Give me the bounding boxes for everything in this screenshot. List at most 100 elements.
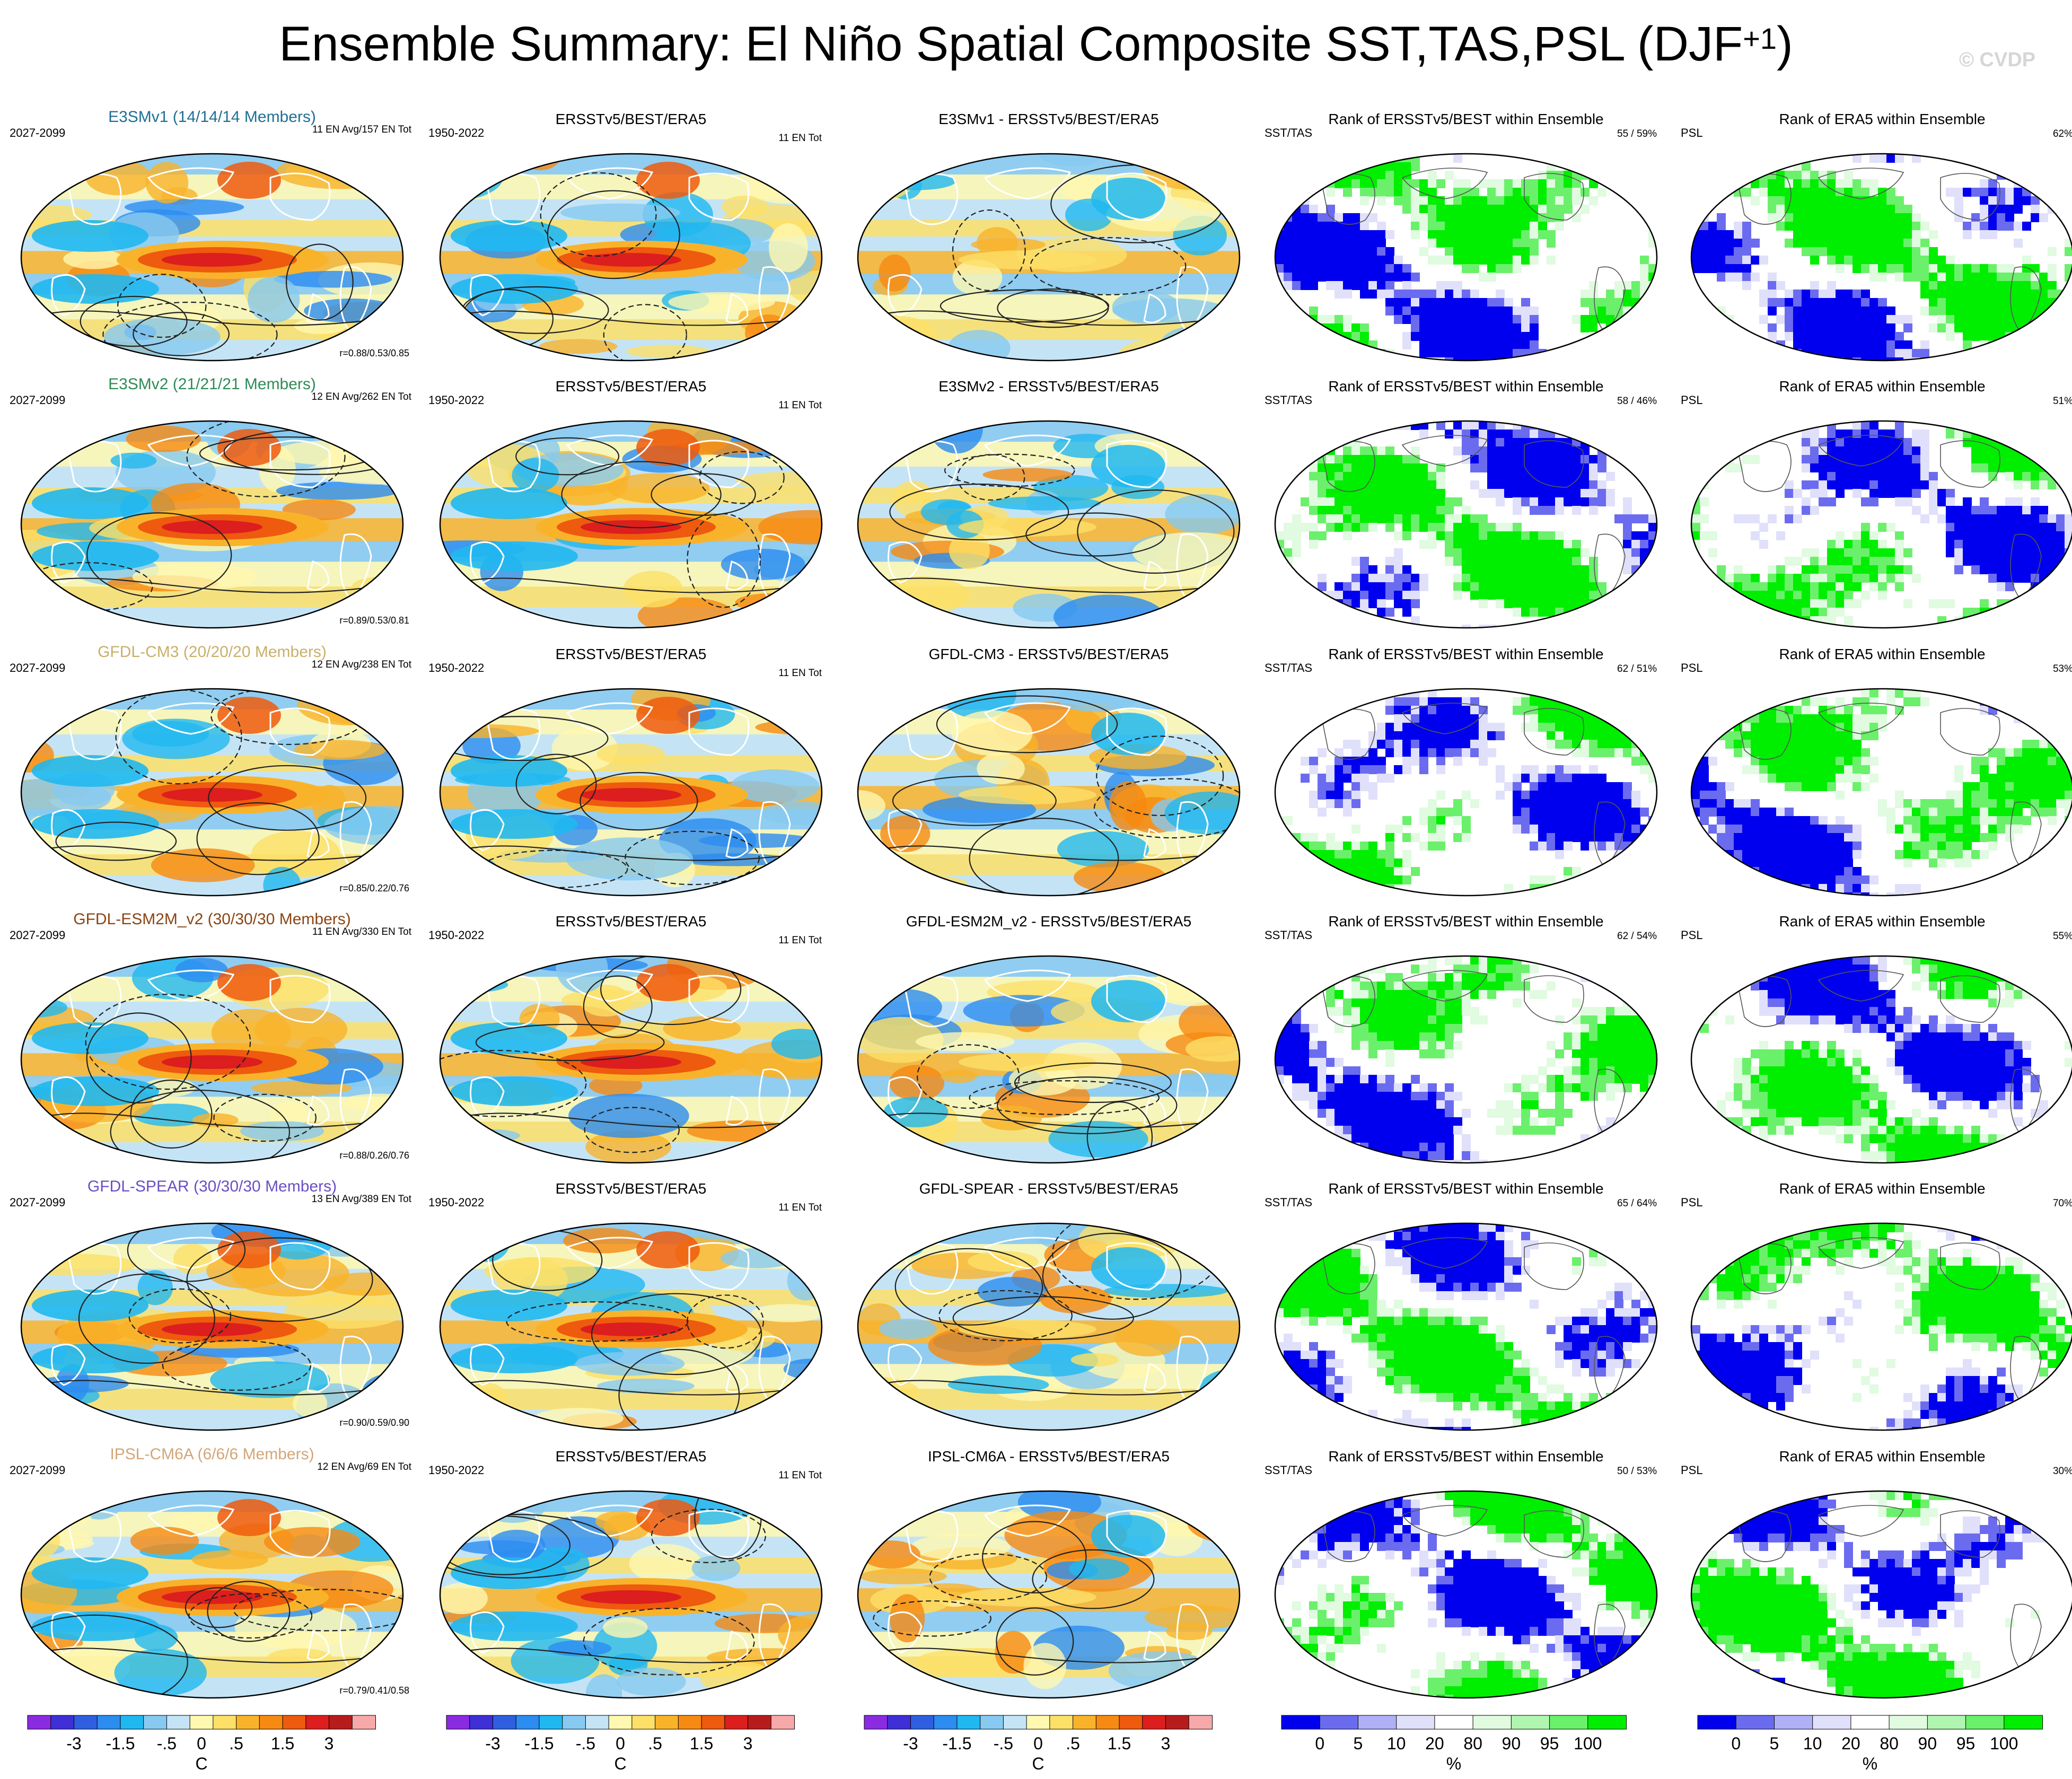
rank-sst-title: Rank of ERSSTv5/BEST within Ensemble [1328,378,1603,395]
colorbar-tick-label: -3 [66,1734,81,1753]
model-period: 2027-2099 [10,1463,65,1477]
colorbar-swatch [1511,1715,1550,1730]
obs-title: ERSSTv5/BEST/ERA5 [556,378,707,395]
model-map-panel: IPSL-CM6A (6/6/6 Members) 2027-2099 12 EN … [10,1445,412,1699]
rank-psl-title: Rank of ERA5 within Ensemble [1779,646,1985,662]
difference-map-panel: GFDL-ESM2M_v2 - ERSSTv5/BEST/ERA5 [857,913,1241,1164]
colorbar-swatch [305,1715,330,1730]
rank-psl-map-panel: Rank of ERA5 within Ensemble PSL 30% [1681,1448,2072,1699]
ensemble-row: GFDL-ESM2M_v2 (30/30/30 Members) 2027-209… [10,910,2072,1164]
ensemble-row: IPSL-CM6A (6/6/6 Members) 2027-2099 12 EN … [10,1445,2072,1699]
pattern-correlation: r=0.89/0.53/0.81 [339,615,409,626]
colorbar-unit: C [614,1754,626,1773]
rank-sst-label: SST/TAS [1265,1463,1312,1477]
model-period: 2027-2099 [10,661,65,674]
colorbar-tick-label: 5 [1770,1734,1779,1753]
difference-title: GFDL-CM3 - ERSSTv5/BEST/ERA5 [929,646,1169,662]
obs-period: 1950-2022 [428,1463,484,1477]
rank-psl-title: Rank of ERA5 within Ensemble [1779,1180,1985,1197]
colorbar-swatch [1188,1715,1213,1730]
colorbar-tick-label: 5 [1354,1734,1363,1753]
difference-map-panel: GFDL-SPEAR - ERSSTv5/BEST/ERA5 [857,1180,1241,1431]
obs-period: 1950-2022 [428,928,484,942]
colorbar-swatch [655,1715,679,1730]
rank-sst-map-panel: Rank of ERSSTv5/BEST within Ensemble SST/… [1265,1448,1658,1699]
colorbar-tick-label: 1.5 [1108,1734,1131,1753]
colorbar-tick-label: 1.5 [690,1734,713,1753]
colorbar-swatch [1095,1715,1120,1730]
model-map-panel: GFDL-CM3 (20/20/20 Members) 2027-2099 12 E… [10,643,412,897]
rank-sst-percent: 58 / 46% [1617,396,1657,407]
difference-map-panel: E3SMv1 - ERSSTv5/BEST/ERA5 [857,111,1241,362]
colorbar-swatch [933,1715,958,1730]
model-period: 2027-2099 [10,1196,65,1209]
difference-map-panel: E3SMv2 - ERSSTv5/BEST/ERA5 [857,378,1241,629]
rank-psl-title: Rank of ERA5 within Ensemble [1779,111,1985,127]
rank-psl-percent: 70% [2053,1198,2072,1209]
figure-title-text: Ensemble Summary: El Niño Spatial Compos… [279,17,1743,71]
colorbar-swatch [701,1715,725,1730]
obs-title: ERSSTv5/BEST/ERA5 [556,1180,707,1197]
colorbar-swatch [2004,1715,2043,1730]
colorbar-swatch [1587,1715,1627,1730]
colorbar-tick-label: 3 [324,1734,334,1753]
colorbar-swatch [515,1715,540,1730]
colorbar-tick-label: 80 [1880,1734,1899,1753]
colorbar-swatch [631,1715,656,1730]
rank-sst-percent: 62 / 51% [1617,663,1657,674]
rank-sst-label: SST/TAS [1265,393,1312,407]
pattern-correlation: r=0.85/0.22/0.76 [339,883,409,893]
colorbar-tick-label: -3 [485,1734,500,1753]
figure-title-superscript: +1 [1743,22,1777,55]
colorbar-unit: C [1032,1754,1044,1773]
model-period: 2027-2099 [10,928,65,942]
rank-psl-label: PSL [1681,393,1703,407]
rank-colorbar: 0 5 10 20 80 90 95 100% [1281,1715,1627,1773]
rank-psl-percent: 62% [2053,128,2072,139]
colorbar-tick-label: 90 [1918,1734,1937,1753]
model-title: GFDL-SPEAR (30/30/30 Members) [87,1178,337,1195]
obs-map-panel: ERSSTv5/BEST/ERA5 1950-2022 11 EN Tot [428,913,823,1164]
rank-sst-percent: 55 / 59% [1617,128,1657,139]
colorbar-swatch [1774,1715,1813,1730]
rank-sst-label: SST/TAS [1265,661,1312,674]
colorbar-swatch [1049,1715,1074,1730]
colorbar-unit: % [1446,1754,1461,1773]
rank-psl-map-panel: Rank of ERA5 within Ensemble PSL 53% [1681,646,2072,897]
model-en-info: 11 EN Avg/330 EN Tot [312,926,412,937]
rank-sst-title: Rank of ERSSTv5/BEST within Ensemble [1328,1448,1603,1465]
rank-sst-percent: 62 / 54% [1617,931,1657,942]
colorbar-swatch [236,1715,260,1730]
colorbar-tick-label: .5 [1066,1734,1080,1753]
colorbar-swatch [539,1715,563,1730]
colorbar-swatch [1965,1715,2005,1730]
colorbar-swatch [1026,1715,1050,1730]
rank-sst-percent: 50 / 53% [1617,1466,1657,1477]
colorbar-tick-label: .5 [229,1734,243,1753]
difference-title: E3SMv2 - ERSSTv5/BEST/ERA5 [938,378,1158,395]
colorbar-swatch [1889,1715,1928,1730]
ensemble-row: GFDL-CM3 (20/20/20 Members) 2027-2099 12 E… [10,643,2072,897]
rank-sst-map-panel: Rank of ERSSTv5/BEST within Ensemble SST/… [1265,1180,1658,1431]
difference-title: GFDL-SPEAR - ERSSTv5/BEST/ERA5 [919,1180,1179,1197]
colorbar-swatch [585,1715,610,1730]
model-period: 2027-2099 [10,126,65,139]
colorbar-swatch [27,1715,51,1730]
colorbar-swatch [1812,1715,1851,1730]
ensemble-row: E3SMv1 (14/14/14 Members) 2027-2099 11 EN … [10,108,2072,362]
obs-period: 1950-2022 [428,126,484,139]
anomaly-colorbar: -3 -1.5 -.5 0 .5 1.5 3 C [27,1715,376,1773]
colorbar-swatch [50,1715,75,1730]
model-map-panel: GFDL-ESM2M_v2 (30/30/30 Members) 2027-209… [10,910,412,1164]
colorbar-swatch [980,1715,1004,1730]
colorbar-tick-label: 20 [1425,1734,1444,1753]
colorbar-tick-label: 3 [1161,1734,1171,1753]
obs-map-panel: ERSSTv5/BEST/ERA5 1950-2022 11 EN Tot [428,646,823,897]
obs-map-panel: ERSSTv5/BEST/ERA5 1950-2022 11 EN Tot [428,1180,823,1431]
colorbar-swatch [213,1715,237,1730]
rank-sst-map-panel: Rank of ERSSTv5/BEST within Ensemble SST/… [1265,646,1658,897]
rank-sst-label: SST/TAS [1265,126,1312,139]
rank-psl-label: PSL [1681,661,1703,674]
rank-psl-label: PSL [1681,126,1703,139]
